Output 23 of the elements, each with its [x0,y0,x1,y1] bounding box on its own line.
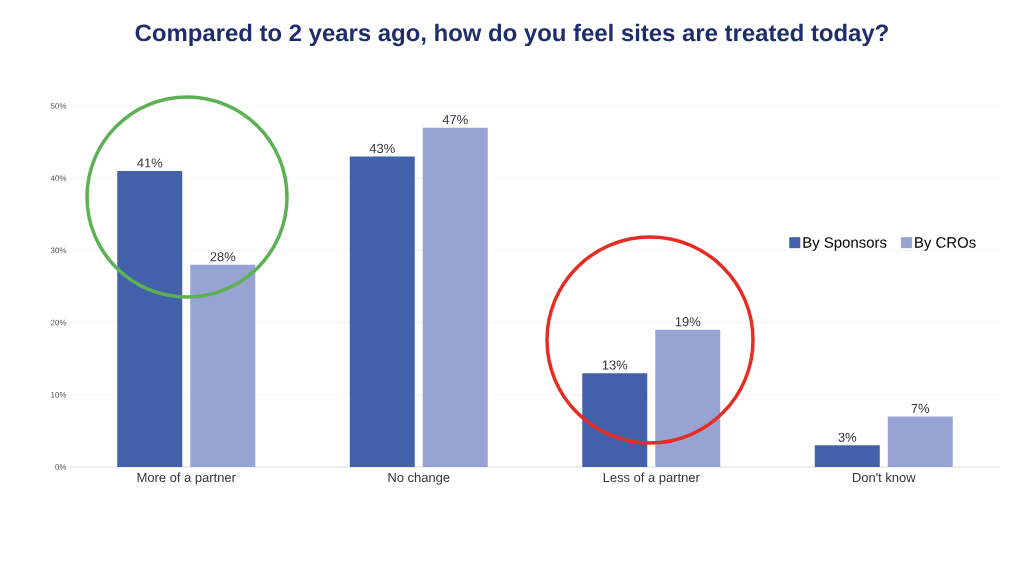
data-label: 3% [838,432,857,442]
bar [117,170,183,467]
data-label: 7% [911,403,930,413]
bar [582,373,648,467]
chart-title: Compared to 2 years ago, how do you feel sites are treated today? [135,23,888,47]
x-tick-label: No change [388,472,450,485]
legend-label: By Sponsors [803,237,887,251]
bar [887,416,953,467]
x-tick-label: Less of a partner [603,472,700,485]
x-tick-label: More of a partner [137,472,236,485]
bar [655,329,721,467]
x-tick-label: Don't know [852,472,916,483]
bar [814,445,880,467]
legend-label: By CROs [915,237,976,251]
data-label: 43% [369,143,395,154]
data-label: 28% [210,252,236,262]
data-label: 13% [602,360,628,370]
data-label: 47% [442,115,468,125]
data-label: 19% [675,317,701,327]
data-label: 41% [137,158,163,168]
bar [422,127,488,467]
bar [349,156,415,467]
bar [190,264,256,467]
